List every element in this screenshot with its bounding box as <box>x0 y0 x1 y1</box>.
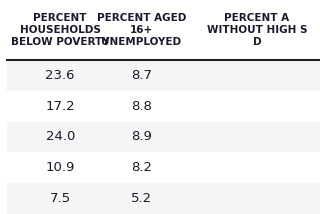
Text: 8.2: 8.2 <box>131 161 152 174</box>
Text: 8.7: 8.7 <box>131 69 152 82</box>
Text: PERCENT AGED
16+
UNEMPLOYED: PERCENT AGED 16+ UNEMPLOYED <box>97 13 186 47</box>
Bar <box>7 0 319 60</box>
Text: 23.6: 23.6 <box>45 69 75 82</box>
Text: PERCENT A
WITHOUT HIGH S
D: PERCENT A WITHOUT HIGH S D <box>207 13 307 47</box>
Bar <box>7 183 319 214</box>
Text: PERCENT
HOUSEHOLDS
BELOW POVERTY: PERCENT HOUSEHOLDS BELOW POVERTY <box>11 13 109 47</box>
Bar <box>7 122 319 152</box>
Text: 5.2: 5.2 <box>131 192 152 205</box>
Bar <box>7 91 319 122</box>
Text: 17.2: 17.2 <box>45 100 75 113</box>
Text: 8.8: 8.8 <box>131 100 152 113</box>
Text: 24.0: 24.0 <box>45 131 75 143</box>
Bar <box>7 152 319 183</box>
Bar <box>7 60 319 91</box>
Text: 8.9: 8.9 <box>131 131 152 143</box>
Text: 7.5: 7.5 <box>50 192 71 205</box>
Text: 10.9: 10.9 <box>45 161 75 174</box>
